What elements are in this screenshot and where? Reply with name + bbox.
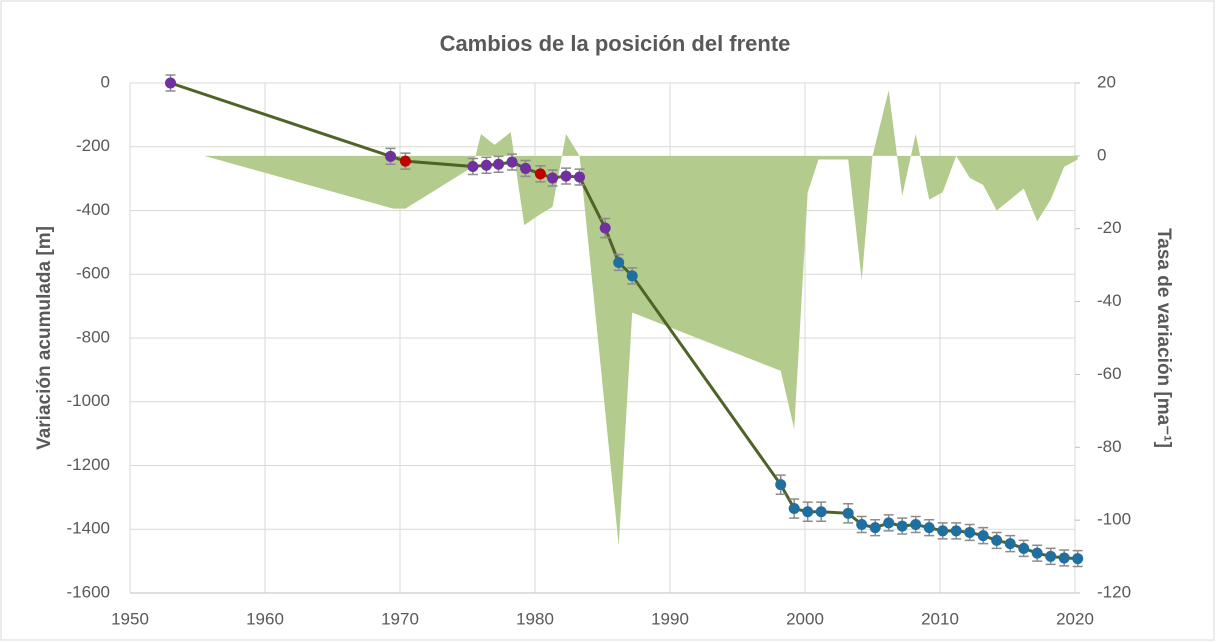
y2-tick-label: -100 <box>1097 510 1131 529</box>
point-marker <box>1031 547 1043 559</box>
point-marker <box>1004 538 1016 550</box>
point-marker <box>399 155 411 167</box>
y-tick-label: 0 <box>101 72 110 91</box>
point-marker <box>599 222 611 234</box>
point-marker <box>964 526 976 538</box>
point-marker <box>574 171 586 183</box>
point-marker <box>788 503 800 515</box>
y2-tick-label: -40 <box>1097 291 1122 310</box>
point-marker <box>560 170 572 182</box>
x-tick-label: 1980 <box>516 609 554 628</box>
x-tick-label: 1950 <box>111 609 149 628</box>
point-marker <box>775 479 787 491</box>
point-marker <box>165 77 176 89</box>
y-tick-label: -400 <box>76 200 110 219</box>
y2-tick-label: 20 <box>1097 72 1116 91</box>
point-marker <box>626 270 638 282</box>
point-marker <box>856 518 868 530</box>
chart-title: Cambios de la posición del frente <box>440 31 791 56</box>
y-tick-label: -1400 <box>67 519 110 538</box>
x-tick-label: 2010 <box>921 609 959 628</box>
y-axis-label: Variación acumulada [m] <box>34 226 55 450</box>
x-tick-label: 2000 <box>786 609 824 628</box>
y2-tick-label: 0 <box>1097 145 1106 164</box>
y2-tick-label: -80 <box>1097 437 1122 456</box>
x-tick-label: 2020 <box>1056 609 1094 628</box>
point-marker <box>910 518 922 530</box>
point-marker <box>1018 542 1030 554</box>
point-marker <box>977 530 989 542</box>
y2-tick-label: -20 <box>1097 218 1122 237</box>
x-tick-label: 1960 <box>246 609 284 628</box>
point-marker <box>883 517 895 529</box>
y2-tick-label: -60 <box>1097 364 1122 383</box>
point-marker <box>802 506 814 518</box>
y2-tick-label: -120 <box>1097 582 1131 601</box>
point-marker <box>520 162 532 174</box>
x-tick-label: 1990 <box>651 609 689 628</box>
y-tick-label: -600 <box>76 264 110 283</box>
point-marker <box>534 168 546 180</box>
point-marker <box>815 506 827 518</box>
point-marker <box>896 520 908 532</box>
y-tick-label: -800 <box>76 327 110 346</box>
point-marker <box>493 158 505 170</box>
point-marker <box>842 507 854 519</box>
point-marker <box>506 156 518 168</box>
y-tick-label: -1000 <box>67 391 110 410</box>
point-marker <box>869 522 881 534</box>
y-tick-label: -200 <box>76 136 110 155</box>
y-tick-label: -1600 <box>67 582 110 601</box>
point-marker <box>1045 550 1057 562</box>
point-marker <box>1058 552 1070 564</box>
point-marker <box>613 256 625 268</box>
point-marker <box>1072 553 1084 565</box>
point-marker <box>480 159 492 171</box>
x-tick-label: 1970 <box>381 609 419 628</box>
rate-area <box>204 90 1078 546</box>
point-marker <box>385 150 397 162</box>
point-marker <box>923 522 935 534</box>
y2-axis-label: Tasa de variación [ma⁻¹] <box>1153 228 1174 448</box>
point-marker <box>950 525 962 537</box>
point-marker <box>547 172 559 184</box>
point-marker <box>467 161 479 173</box>
point-marker <box>937 525 949 537</box>
point-marker <box>991 534 1003 546</box>
y-tick-label: -1200 <box>67 455 110 474</box>
